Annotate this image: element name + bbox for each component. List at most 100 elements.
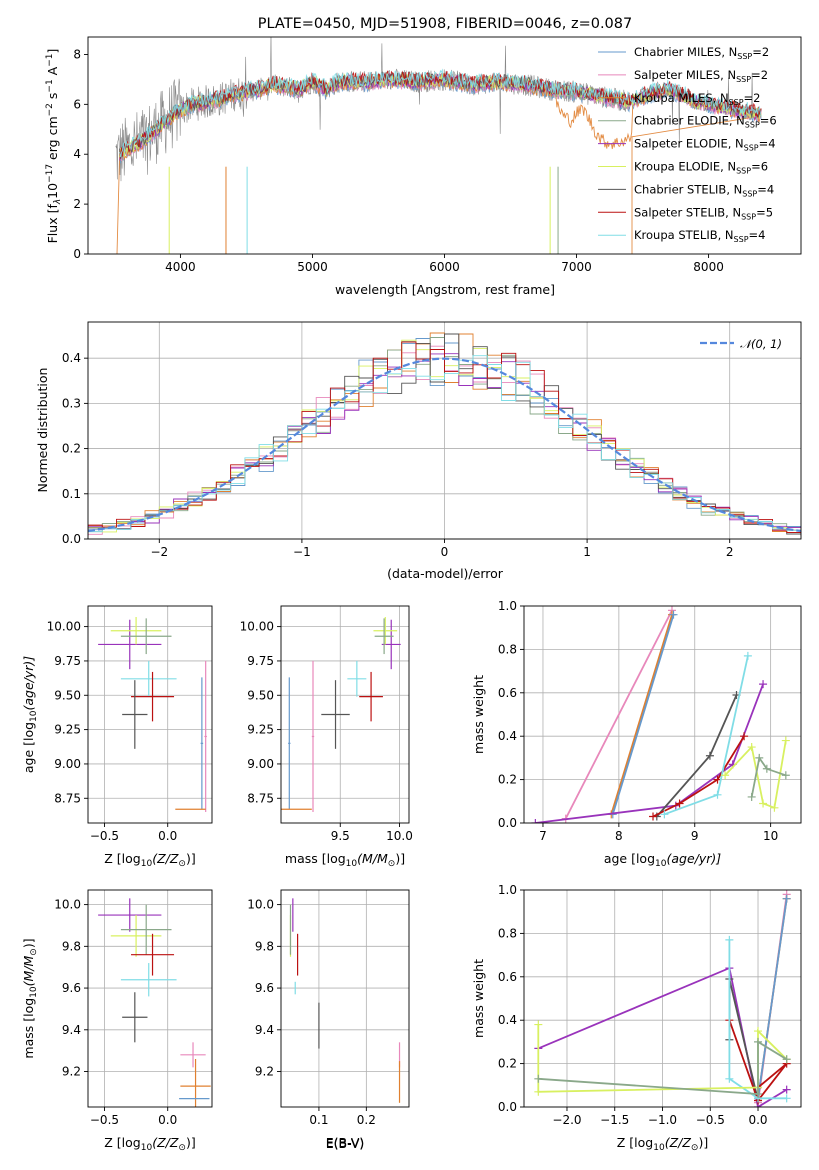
- x-tick-label: −0.5: [90, 829, 119, 843]
- panel-mass_Z: −0.5 0.09.29.49.69.810.0Z [log10(Z/Z⊙)]ma…: [21, 889, 213, 1153]
- y-tick-label: 0.2: [62, 442, 81, 456]
- y-tick-label: 4: [73, 147, 81, 161]
- model-spectrum-KS: [119, 68, 762, 157]
- y-tick-label: 0.0: [498, 816, 517, 830]
- label-part: 10: [29, 710, 39, 722]
- legend-label: Chabrier ELODIE, NSSP=6: [634, 114, 777, 130]
- y-tick-label: 9.25: [54, 723, 81, 737]
- y-tick-label: 9.00: [247, 757, 274, 771]
- label-part: =4: [757, 182, 774, 196]
- grid: [524, 889, 801, 1108]
- grid: [88, 890, 212, 1107]
- label-part: mass [log: [285, 851, 346, 866]
- panel-weight_Z: −2.0 −1.5 −1.0 −0.5 0.0 0.0 0.2 0.4 0.6 0.8 1.0 Z […: [471, 883, 802, 1153]
- label-part: (age/yr)]: [666, 851, 721, 866]
- label-part: SSP: [736, 167, 751, 176]
- label-part: ⊙: [29, 948, 39, 956]
- x-tick-label: 6000: [429, 260, 460, 274]
- weight-marker-CS: [705, 751, 714, 760]
- x-tick-label: 9: [691, 829, 699, 843]
- x-axis-label: Z [log10(Z/Z⊙)]: [617, 1135, 708, 1153]
- plot-area: [98, 898, 211, 1107]
- weight-line-KM: [610, 614, 673, 815]
- grid: [281, 606, 409, 823]
- label-part: =4: [749, 228, 766, 242]
- x-tick-label: 4000: [165, 260, 196, 274]
- panel-age_mass: 9.5 10.0 8.75 9.00 9.25 9.50 9.75 10.00 mass [lo…: [240, 605, 413, 869]
- y-tick-label: 9.4: [255, 1023, 274, 1037]
- x-tick-label: 10: [763, 829, 778, 843]
- label-part: −1: [45, 54, 55, 67]
- y-tick-label: 9.50: [247, 688, 274, 702]
- plot-area: [115, 37, 762, 254]
- legend-label: Chabrier STELIB, NSSP=4: [634, 182, 774, 198]
- weight-line-CM: [757, 898, 788, 1099]
- gaussian-curve: [88, 357, 801, 533]
- y-tick-label: 9.4: [62, 1023, 81, 1037]
- x-tick-label: 2: [726, 545, 734, 559]
- weight-marker-CE: [747, 792, 756, 801]
- label-part: =2: [744, 91, 761, 105]
- y-tick-label: 10.00: [47, 620, 81, 634]
- y-tick-label: 0.6: [498, 686, 517, 700]
- x-tick-label: 10.0: [386, 829, 413, 843]
- axes-frame: [87, 889, 213, 1108]
- y-tick-label: 9.25: [247, 723, 274, 737]
- y-tick-label: 0.8: [498, 642, 517, 656]
- y-tick-label: 8.75: [247, 791, 274, 805]
- x-axis-label: Z [log10(Z/Z⊙)]: [104, 1135, 195, 1153]
- label-part: Kroupa STELIB, N: [634, 228, 734, 242]
- weight-marker-SE: [782, 1085, 791, 1094]
- legend-label: Kroupa STELIB, NSSP=4: [634, 228, 765, 244]
- axes-frame: [280, 889, 410, 1108]
- label-part: ⊙: [691, 1143, 699, 1153]
- weight-marker-CE: [781, 771, 790, 780]
- label-part: 10: [29, 986, 39, 998]
- label-part: 10: [141, 1143, 153, 1153]
- y-tick-label: 1.0: [498, 599, 517, 613]
- y-tick-label: 10.00: [240, 620, 274, 634]
- label-part: ⊙: [178, 859, 186, 869]
- plot-area: [98, 616, 207, 813]
- y-tick-label: 0.6: [498, 970, 517, 984]
- weight-marker-KE: [759, 799, 768, 808]
- panel-spectrum: 4000 5000 6000 7000 8000 0 2 4 6 8 PLATE=0450, MJD…: [45, 16, 802, 297]
- label-part: SSP: [734, 235, 749, 244]
- y-tick-label: 1.0: [498, 883, 517, 897]
- label-part: 10: [45, 183, 60, 199]
- weight-marker-SS: [740, 732, 749, 741]
- label-part: =5: [756, 205, 773, 219]
- weight-marker-KE: [534, 1087, 543, 1096]
- histogram-SS: [88, 341, 801, 537]
- weight-marker-KS: [660, 810, 669, 819]
- y-tick-label: 9.6: [255, 981, 274, 995]
- y-tick-label: 9.75: [247, 654, 274, 668]
- x-tick-label: −2: [150, 545, 168, 559]
- x-tick-label: 8000: [693, 260, 724, 274]
- label-part: =6: [760, 114, 777, 128]
- y-tick-label: 0.2: [498, 1057, 517, 1071]
- label-part: s: [45, 93, 60, 104]
- label-part: λ: [53, 199, 63, 205]
- y-tick-label: 0.4: [498, 1013, 517, 1027]
- weight-line-CM: [611, 614, 675, 815]
- x-tick-label: 1: [583, 545, 591, 559]
- legend-label: 𝒩(0, 1): [740, 337, 782, 351]
- grid: [281, 890, 409, 1107]
- label-part: (Z/Z: [152, 851, 179, 866]
- label-part: Chabrier MILES, N: [634, 45, 737, 59]
- x-tick-label: 0.0: [158, 1113, 177, 1127]
- x-tick-label: −0.5: [90, 1113, 119, 1127]
- y-tick-label: 9.8: [62, 939, 81, 953]
- x-tick-label: 0.0: [748, 1113, 767, 1127]
- axes-frame: [523, 605, 802, 824]
- y-tick-label: 10.0: [247, 898, 274, 912]
- label-part: ⊙: [388, 859, 396, 869]
- x-tick-label: 0.0: [158, 829, 177, 843]
- label-part: )]: [395, 851, 405, 866]
- label-part: erg cm: [45, 116, 60, 164]
- chart-title: PLATE=0450, MJD=51908, FIBERID=0046, z=0…: [258, 16, 632, 32]
- weight-marker-KE: [754, 1027, 763, 1036]
